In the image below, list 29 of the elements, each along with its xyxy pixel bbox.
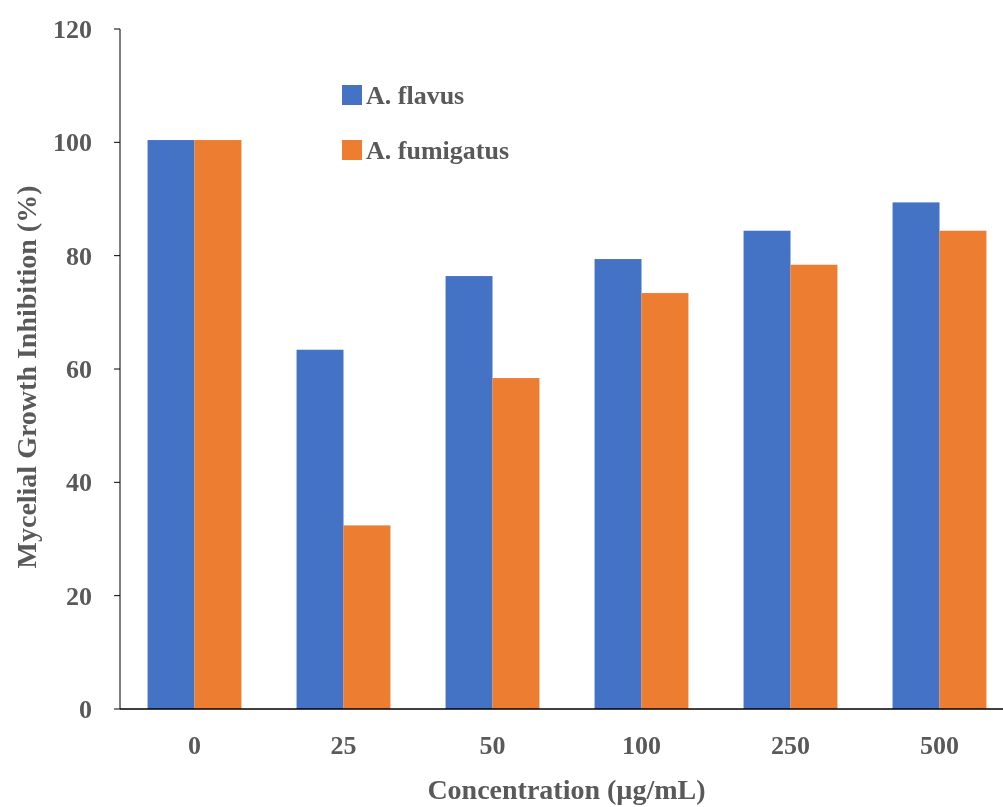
bar <box>743 230 791 709</box>
bar <box>641 293 689 709</box>
x-axis-title: Concentration (µg/mL) <box>427 774 706 805</box>
bar <box>939 230 987 709</box>
bar <box>343 525 391 709</box>
bar <box>892 202 940 709</box>
bar <box>296 349 344 709</box>
bar <box>147 140 195 709</box>
x-tick-label: 250 <box>771 731 810 760</box>
bar <box>790 264 838 709</box>
y-tick-label: 120 <box>53 15 92 45</box>
y-tick-label: 80 <box>66 241 92 271</box>
bar <box>594 259 642 709</box>
y-tick-label: 20 <box>66 581 92 611</box>
x-tick-label: 50 <box>479 731 506 760</box>
y-tick-label: 40 <box>66 468 92 498</box>
x-tick-label: 500 <box>920 731 959 760</box>
legend-label: A. fumigatus <box>366 136 510 166</box>
y-tick-label: 60 <box>66 355 92 385</box>
y-axis-title: Mycelial Growth Inhibition (%) <box>11 185 42 569</box>
legend-label: A. flavus <box>366 81 465 111</box>
x-tick-label: 100 <box>622 731 661 760</box>
x-tick-label: 0 <box>188 731 201 760</box>
x-tick-label: 25 <box>330 731 357 760</box>
y-tick-label: 100 <box>53 128 92 158</box>
bar <box>492 378 540 709</box>
bar <box>445 276 493 709</box>
bar <box>194 140 242 709</box>
y-tick-label: 0 <box>79 695 92 725</box>
